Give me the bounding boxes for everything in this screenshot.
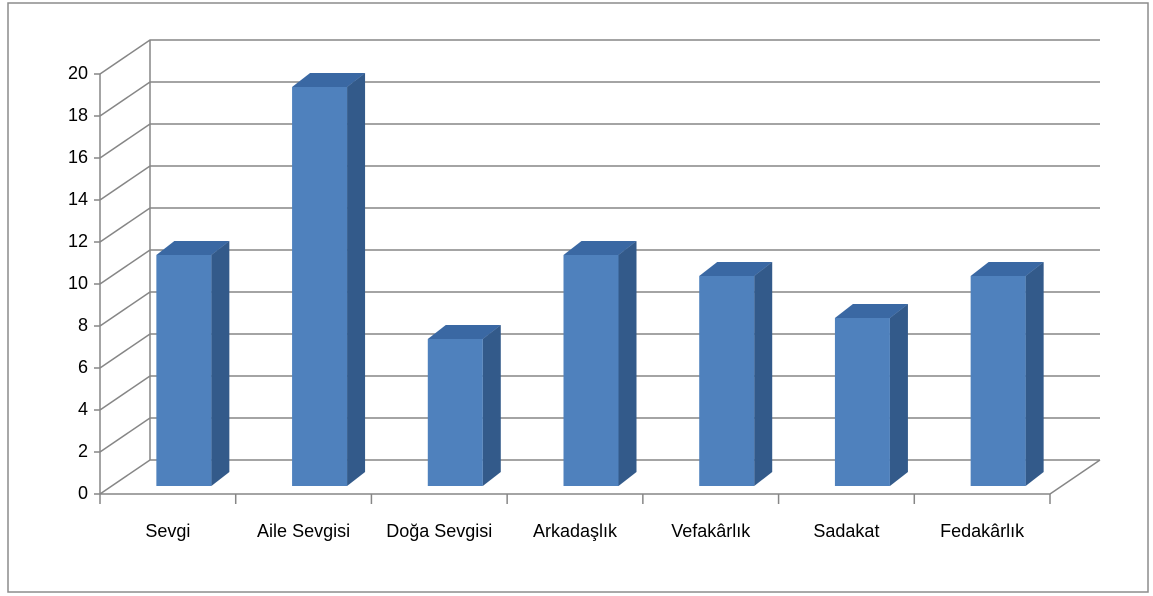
y-tick-label: 8 <box>78 315 88 335</box>
bar-side <box>889 304 908 486</box>
bar <box>563 241 637 486</box>
x-tick-label: Doğa Sevgisi <box>386 521 492 541</box>
bar <box>427 325 501 486</box>
y-tick-label: 6 <box>78 357 88 377</box>
bar-side <box>618 241 637 486</box>
y-tick-label: 4 <box>78 399 88 419</box>
grid-line <box>99 459 1100 495</box>
bar <box>292 73 366 486</box>
grid-line <box>99 207 1100 243</box>
y-tick-label: 16 <box>68 147 88 167</box>
bar-front <box>292 87 348 486</box>
bar <box>156 241 230 486</box>
bar-top <box>563 241 637 255</box>
grid-line <box>99 375 1100 411</box>
bar-front <box>427 339 483 486</box>
grid-line <box>99 249 1100 285</box>
bar-top <box>292 73 366 87</box>
bar-front <box>970 276 1026 486</box>
grid-line <box>99 123 1100 159</box>
bar-top <box>834 304 908 318</box>
x-tick-label: Aile Sevgisi <box>257 521 350 541</box>
y-tick-label: 0 <box>78 483 88 503</box>
bar-side <box>211 241 230 486</box>
grid-line <box>99 165 1100 201</box>
x-tick-label: Sevgi <box>145 521 190 541</box>
y-tick-label: 20 <box>68 63 88 83</box>
bar-side <box>347 73 366 486</box>
grid-line <box>99 81 1100 117</box>
bar-side <box>482 325 501 486</box>
bar <box>699 262 773 486</box>
grid-line <box>99 291 1100 327</box>
x-tick-label: Vefakârlık <box>671 521 751 541</box>
x-tick-label: Arkadaşlık <box>533 521 618 541</box>
y-tick-label: 2 <box>78 441 88 461</box>
y-tick-label: 18 <box>68 105 88 125</box>
grid-line <box>99 39 1100 75</box>
bar-front <box>699 276 755 486</box>
x-tick-label: Sadakat <box>813 521 879 541</box>
bar-side <box>754 262 773 486</box>
bar-top <box>970 262 1044 276</box>
bar-side <box>1025 262 1044 486</box>
x-tick-label: Fedakârlık <box>940 521 1025 541</box>
bar <box>970 262 1044 486</box>
bar-top <box>699 262 773 276</box>
y-tick-label: 10 <box>68 273 88 293</box>
y-tick-label: 12 <box>68 231 88 251</box>
grid-line <box>99 417 1100 453</box>
bar <box>834 304 908 486</box>
bar-front <box>563 255 619 486</box>
grid-line <box>99 333 1100 369</box>
bar-top <box>156 241 230 255</box>
bar-top <box>427 325 501 339</box>
bar-front <box>156 255 212 486</box>
y-tick-label: 14 <box>68 189 88 209</box>
bar-front <box>834 318 890 486</box>
